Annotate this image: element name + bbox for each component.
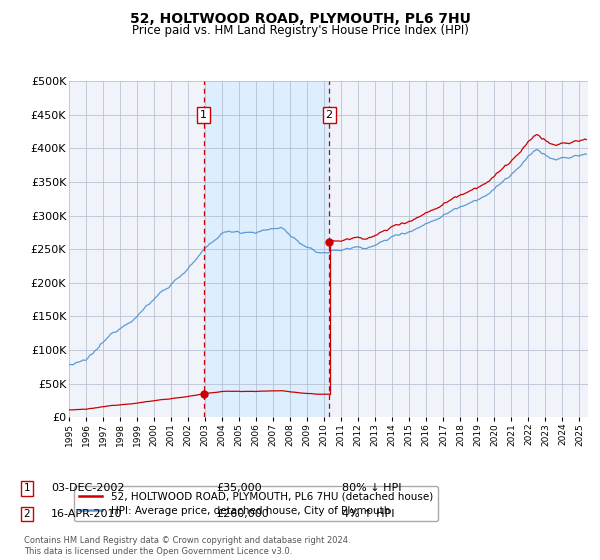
Text: 2: 2 — [326, 110, 333, 120]
Text: 52, HOLTWOOD ROAD, PLYMOUTH, PL6 7HU: 52, HOLTWOOD ROAD, PLYMOUTH, PL6 7HU — [130, 12, 470, 26]
Text: 16-APR-2010: 16-APR-2010 — [51, 509, 122, 519]
Text: 03-DEC-2002: 03-DEC-2002 — [51, 483, 125, 493]
Text: 1: 1 — [200, 110, 207, 120]
Text: £35,000: £35,000 — [216, 483, 262, 493]
Text: Price paid vs. HM Land Registry's House Price Index (HPI): Price paid vs. HM Land Registry's House … — [131, 24, 469, 37]
Legend: 52, HOLTWOOD ROAD, PLYMOUTH, PL6 7HU (detached house), HPI: Average price, detac: 52, HOLTWOOD ROAD, PLYMOUTH, PL6 7HU (de… — [74, 486, 438, 521]
Text: £260,000: £260,000 — [216, 509, 269, 519]
Bar — [204, 81, 329, 417]
Text: 4% ↑ HPI: 4% ↑ HPI — [342, 509, 395, 519]
Text: 80% ↓ HPI: 80% ↓ HPI — [342, 483, 401, 493]
Text: 2: 2 — [23, 509, 31, 519]
Text: Contains HM Land Registry data © Crown copyright and database right 2024.
This d: Contains HM Land Registry data © Crown c… — [24, 536, 350, 556]
Text: 1: 1 — [23, 483, 31, 493]
